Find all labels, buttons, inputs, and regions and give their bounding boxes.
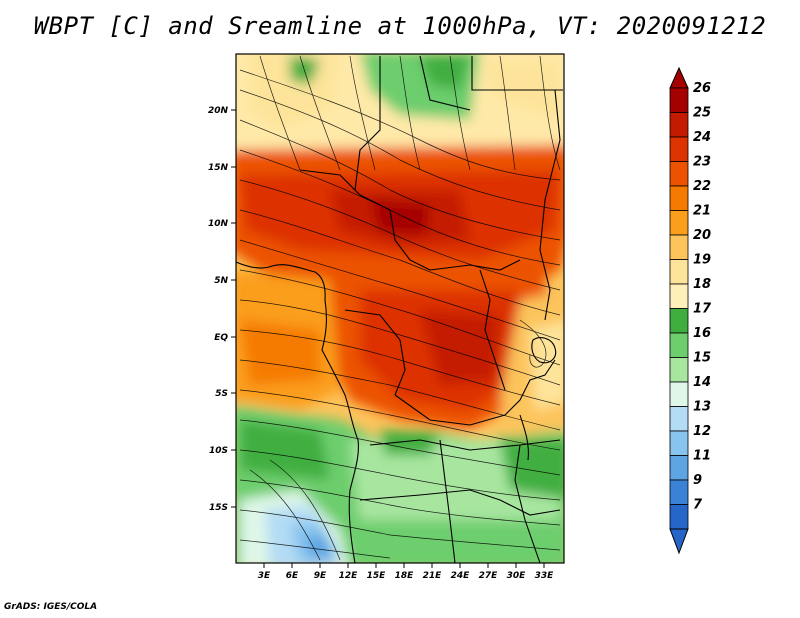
colorbar-cells — [669, 87, 689, 530]
colorbar-label: 14 — [693, 375, 711, 390]
colorbar-label: 23 — [693, 155, 711, 170]
colorbar-cell — [669, 87, 689, 113]
colorbar-label: 9 — [693, 473, 702, 488]
colorbar-cell — [669, 381, 689, 407]
lon-tick-label: 9E — [314, 571, 327, 581]
colorbar-label: 19 — [693, 253, 711, 268]
lon-tick-label: 15E — [367, 571, 387, 581]
lat-axis — [231, 109, 236, 508]
colorbar-label: 16 — [693, 326, 711, 341]
colorbar-cell — [669, 210, 689, 236]
colorbar-cell — [669, 112, 689, 138]
streamlines — [239, 55, 561, 561]
lat-tick-labels: 20N 15N 10N 5N EQ 5S 10S 15S — [208, 106, 229, 513]
boundaries — [236, 55, 563, 563]
colorbar-label: 20 — [693, 228, 711, 243]
colorbar: 26 25 24 23 22 21 20 19 18 17 16 15 14 13 12 11 9 7 — [669, 66, 712, 555]
chart-title: WBPT [C] and Sreamline at 1000hPa, VT: 2… — [33, 12, 767, 40]
colorbar-cell — [669, 283, 689, 309]
lon-tick-label: 24E — [451, 571, 471, 581]
colorbar-label: 26 — [693, 81, 711, 96]
colorbar-label: 21 — [693, 204, 711, 219]
colorbar-cell — [669, 332, 689, 358]
lat-tick-label: 15S — [209, 503, 228, 513]
colorbar-cell — [669, 455, 689, 481]
colorbar-cell — [669, 430, 689, 456]
lat-tick-label: 10S — [209, 446, 228, 456]
colorbar-bottom-arrow — [669, 528, 689, 555]
colorbar-label: 18 — [693, 277, 711, 292]
lon-tick-label: 27E — [479, 571, 499, 581]
lon-tick-labels: 3E 6E 9E 12E 15E 18E 21E 24E 27E 30E 33E — [258, 571, 554, 581]
colorbar-cell — [669, 406, 689, 432]
colorbar-cell — [669, 357, 689, 383]
colorbar-label: 24 — [693, 130, 711, 145]
colorbar-cell — [669, 161, 689, 187]
map-frame — [235, 53, 565, 564]
colorbar-label: 15 — [693, 351, 711, 366]
lon-tick-label: 12E — [339, 571, 359, 581]
lat-tick-label: EQ — [214, 333, 228, 343]
footer-credit: GrADS: IGES/COLA — [4, 602, 98, 612]
lat-tick-label: 15N — [208, 163, 229, 173]
colorbar-labels: 26 25 24 23 22 21 20 19 18 17 16 15 14 13 12 11 9 7 — [693, 81, 712, 513]
colorbar-label: 11 — [693, 449, 711, 464]
lon-axis — [263, 563, 545, 568]
lon-tick-label: 18E — [395, 571, 415, 581]
colorbar-label: 12 — [693, 424, 711, 439]
colorbar-label: 13 — [693, 400, 711, 415]
colorbar-label: 7 — [693, 498, 703, 513]
colorbar-label: 17 — [693, 302, 712, 317]
lon-tick-label: 33E — [535, 571, 555, 581]
lon-tick-label: 6E — [286, 571, 299, 581]
colorbar-cell — [669, 185, 689, 211]
lon-tick-label: 3E — [258, 571, 271, 581]
lat-tick-label: 10N — [208, 219, 229, 229]
lat-tick-label: 20N — [208, 106, 229, 116]
lat-tick-label: 5N — [214, 276, 228, 286]
colorbar-cell — [669, 259, 689, 285]
colorbar-cell — [669, 479, 689, 505]
wbpt-shading — [236, 54, 564, 563]
colorbar-label: 25 — [693, 106, 711, 121]
colorbar-cell — [669, 504, 689, 530]
lon-tick-label: 21E — [423, 571, 443, 581]
colorbar-cell — [669, 308, 689, 334]
lon-tick-label: 30E — [507, 571, 527, 581]
colorbar-cell — [669, 234, 689, 260]
lat-tick-label: 5S — [215, 389, 228, 399]
colorbar-cell — [669, 136, 689, 162]
colorbar-top-arrow — [669, 66, 689, 89]
colorbar-label: 22 — [693, 179, 711, 194]
